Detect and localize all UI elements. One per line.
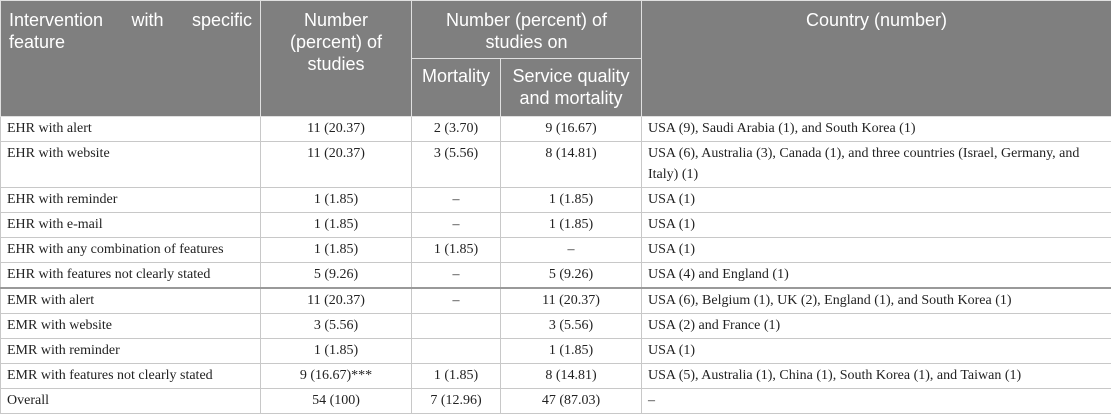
- cell-intervention: EMR with website: [0, 313, 261, 339]
- header-country: Country (number): [641, 0, 1111, 117]
- cell-country: USA (5), Australia (1), China (1), South…: [641, 363, 1111, 389]
- cell-intervention: EHR with any combination of features: [0, 237, 261, 263]
- cell-mortality: [411, 338, 501, 364]
- header-service-quality: Service quality and mortality: [500, 58, 642, 117]
- cell-intervention: EHR with website: [0, 141, 261, 188]
- cell-intervention: EMR with alert: [0, 287, 261, 314]
- table-header: Intervention with specific feature Numbe…: [0, 0, 1111, 117]
- cell-mortality: 7 (12.96): [411, 388, 501, 414]
- cell-intervention: EHR with alert: [0, 116, 261, 142]
- cell-number: 11 (20.37): [260, 287, 412, 314]
- cell-country: USA (1): [641, 237, 1111, 263]
- cell-service: 1 (1.85): [500, 338, 642, 364]
- header-row-2: Mortality Service quality and mortality: [1, 58, 1111, 117]
- cell-intervention: EHR with e-mail: [0, 212, 261, 238]
- header-row-1: Intervention with specific feature Numbe…: [0, 0, 1111, 117]
- table-row: EHR with any combination of features 1 (…: [0, 237, 1111, 263]
- cell-intervention: EHR with features not clearly stated: [0, 262, 261, 289]
- cell-service: 11 (20.37): [500, 287, 642, 314]
- cell-country: USA (6), Australia (3), Canada (1), and …: [641, 141, 1111, 188]
- cell-mortality: 2 (3.70): [411, 116, 501, 142]
- header-mortality: Mortality: [411, 58, 501, 117]
- cell-mortality: –: [411, 287, 501, 314]
- cell-service: 47 (87.03): [500, 388, 642, 414]
- table-row: EHR with website 11 (20.37) 3 (5.56) 8 (…: [0, 141, 1111, 188]
- cell-service: –: [500, 237, 642, 263]
- table-row: EHR with features not clearly stated 5 (…: [0, 262, 1111, 289]
- cell-country: USA (2) and France (1): [641, 313, 1111, 339]
- cell-service: 3 (5.56): [500, 313, 642, 339]
- cell-mortality: –: [411, 262, 501, 289]
- cell-service: 5 (9.26): [500, 262, 642, 289]
- cell-country: USA (4) and England (1): [641, 262, 1111, 289]
- cell-mortality: –: [411, 212, 501, 238]
- table-row: EHR with e-mail 1 (1.85) – 1 (1.85) USA …: [0, 212, 1111, 238]
- header-number-percent-on: Number (percent) of studies on: [411, 0, 642, 59]
- cell-number: 9 (16.67)***: [260, 363, 412, 389]
- cell-intervention: EMR with reminder: [0, 338, 261, 364]
- header-number-percent: Number (percent) of studies: [260, 0, 412, 117]
- table-row-overall: Overall 54 (100) 7 (12.96) 47 (87.03) –: [0, 388, 1111, 414]
- cell-country: USA (1): [641, 187, 1111, 213]
- cell-intervention: EMR with features not clearly stated: [0, 363, 261, 389]
- table-body: EHR with alert 11 (20.37) 2 (3.70) 9 (16…: [0, 116, 1111, 414]
- cell-service: 9 (16.67): [500, 116, 642, 142]
- table-row: EHR with alert 11 (20.37) 2 (3.70) 9 (16…: [0, 116, 1111, 142]
- cell-country: USA (6), Belgium (1), UK (2), England (1…: [641, 287, 1111, 314]
- table-row: EMR with reminder 1 (1.85) 1 (1.85) USA …: [0, 338, 1111, 364]
- cell-country: USA (1): [641, 212, 1111, 238]
- cell-number: 1 (1.85): [260, 212, 412, 238]
- cell-country: –: [641, 388, 1111, 414]
- table-row: EMR with website 3 (5.56) 3 (5.56) USA (…: [0, 313, 1111, 339]
- cell-intervention: EHR with reminder: [0, 187, 261, 213]
- cell-intervention: Overall: [0, 388, 261, 414]
- cell-mortality: [411, 313, 501, 339]
- cell-number: 5 (9.26): [260, 262, 412, 289]
- cell-mortality: 3 (5.56): [411, 141, 501, 188]
- cell-country: USA (9), Saudi Arabia (1), and South Kor…: [641, 116, 1111, 142]
- cell-country: USA (1): [641, 338, 1111, 364]
- table-row: EHR with reminder 1 (1.85) – 1 (1.85) US…: [0, 187, 1111, 213]
- cell-service: 8 (14.81): [500, 363, 642, 389]
- cell-number: 11 (20.37): [260, 116, 412, 142]
- cell-service: 1 (1.85): [500, 187, 642, 213]
- cell-number: 3 (5.56): [260, 313, 412, 339]
- cell-number: 1 (1.85): [260, 338, 412, 364]
- cell-mortality: 1 (1.85): [411, 363, 501, 389]
- cell-number: 1 (1.85): [260, 187, 412, 213]
- cell-service: 1 (1.85): [500, 212, 642, 238]
- cell-mortality: –: [411, 187, 501, 213]
- cell-number: 11 (20.37): [260, 141, 412, 188]
- cell-number: 54 (100): [260, 388, 412, 414]
- cell-mortality: 1 (1.85): [411, 237, 501, 263]
- cell-service: 8 (14.81): [500, 141, 642, 188]
- table-row: EMR with alert 11 (20.37) – 11 (20.37) U…: [0, 287, 1111, 314]
- table-row: EMR with features not clearly stated 9 (…: [0, 363, 1111, 389]
- cell-number: 1 (1.85): [260, 237, 412, 263]
- header-intervention: Intervention with specific feature: [0, 0, 261, 117]
